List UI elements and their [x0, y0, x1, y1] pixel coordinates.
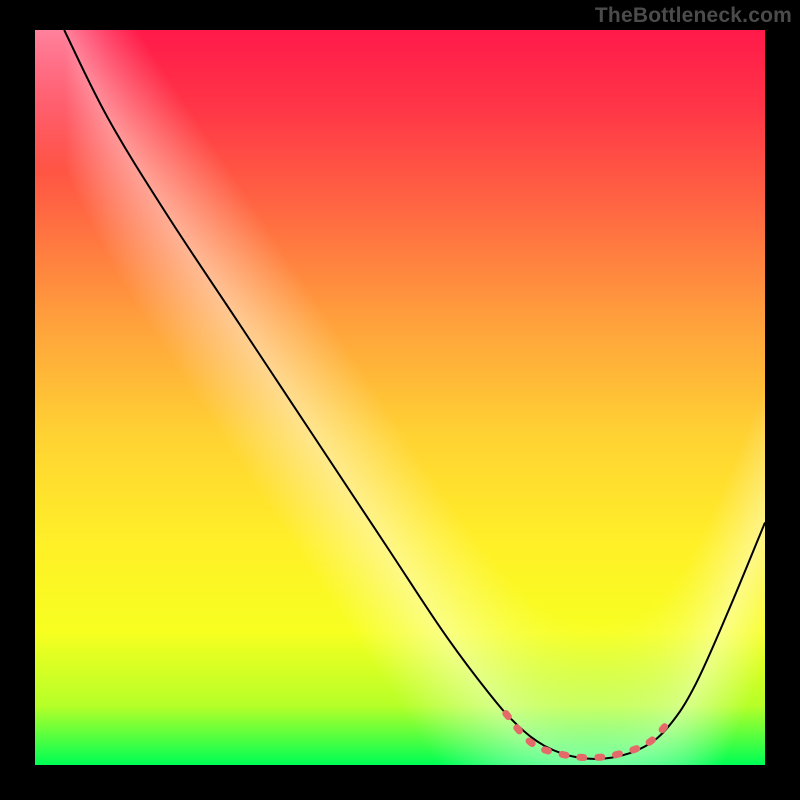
plot-area: [35, 30, 765, 765]
watermark-text: TheBottleneck.com: [595, 4, 792, 28]
heatmap-gradient: [35, 30, 765, 765]
chart-root: TheBottleneck.com: [0, 0, 800, 800]
